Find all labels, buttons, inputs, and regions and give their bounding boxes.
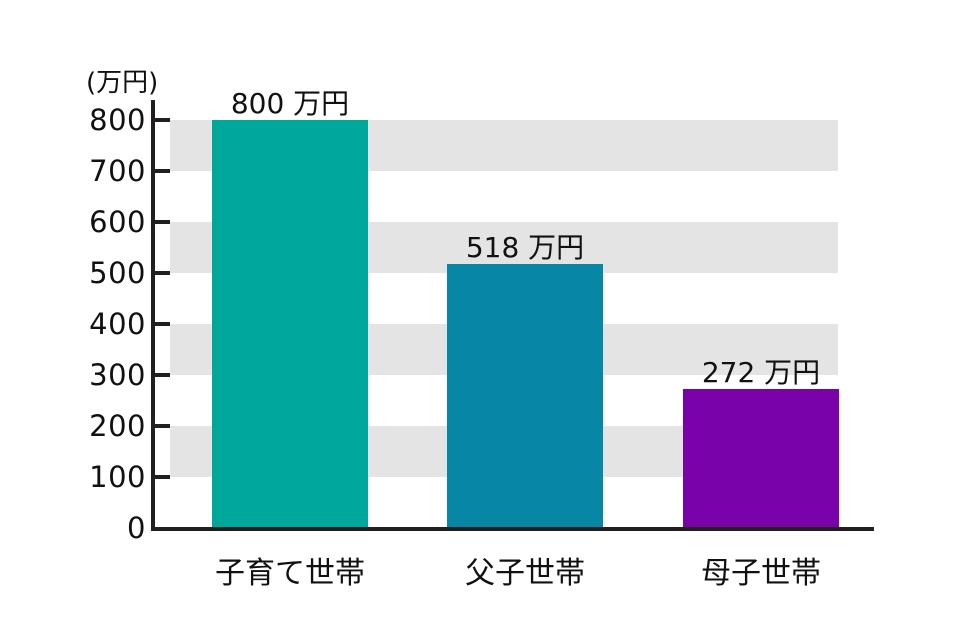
y-axis-tick-label: 500: [89, 256, 146, 290]
category-label-父子世帯: 父子世帯: [465, 556, 585, 591]
y-axis-tick: [155, 475, 170, 479]
y-axis-tick-label: 0: [127, 511, 146, 545]
y-axis-tick-label: 300: [89, 358, 146, 392]
y-axis-tick-label: 100: [89, 460, 146, 494]
category-label-母子世帯: 母子世帯: [701, 556, 821, 591]
x-axis-line: [151, 527, 874, 531]
y-axis-tick-label: 200: [89, 409, 146, 443]
y-axis-tick-label: 400: [89, 307, 146, 341]
bar-子育て世帯: [212, 120, 368, 528]
y-axis-line: [151, 100, 155, 531]
y-axis-tick: [155, 424, 170, 428]
y-axis-tick: [155, 271, 170, 275]
y-axis-tick-label: 600: [89, 205, 146, 239]
y-axis-tick: [155, 118, 170, 122]
bar-value-label: 518 万円: [465, 230, 585, 264]
y-axis-tick-label: 800: [89, 103, 146, 137]
y-axis-unit-label: (万円): [86, 68, 159, 98]
y-axis-tick: [155, 169, 170, 173]
bar-父子世帯: [447, 263, 603, 528]
y-axis-tick: [155, 373, 170, 377]
bar-value-label: 800 万円: [230, 87, 350, 120]
bar-母子世帯: [683, 389, 839, 528]
y-axis-tick-label: 700: [89, 154, 146, 188]
y-axis-tick: [155, 220, 170, 224]
y-axis-tick: [155, 322, 170, 326]
bar-value-label: 272 万円: [701, 356, 821, 390]
category-label-子育て世帯: 子育て世帯: [215, 556, 365, 591]
